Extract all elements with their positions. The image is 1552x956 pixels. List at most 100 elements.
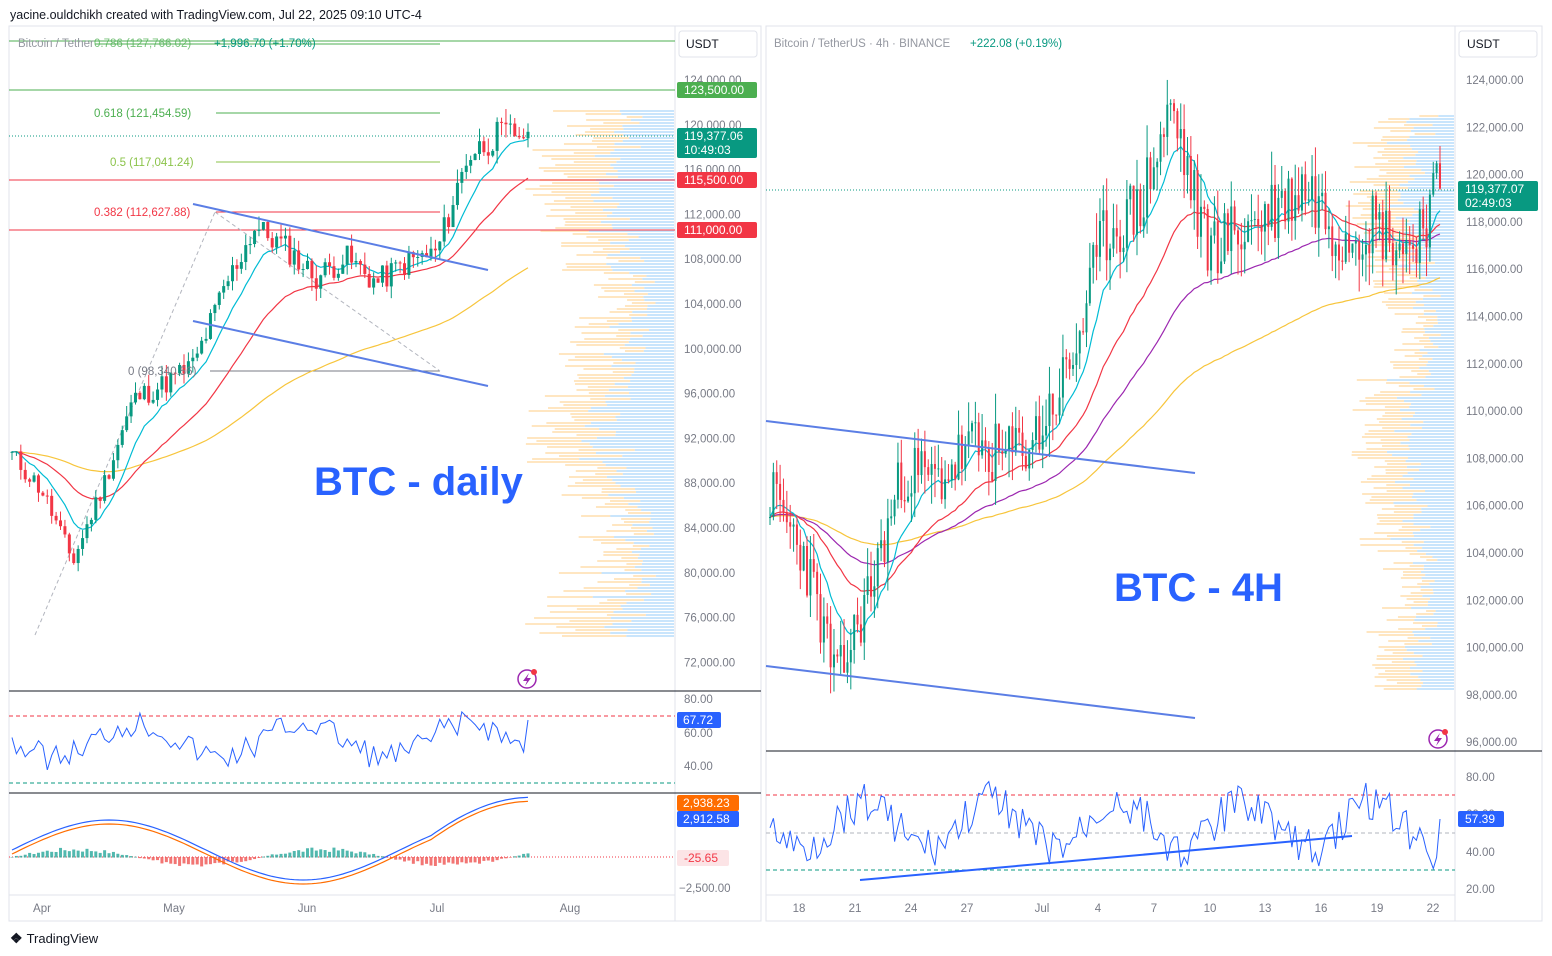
right-candle-body — [893, 499, 896, 517]
right-volume-profile-bar — [1423, 568, 1454, 570]
left-volume-profile-bar — [626, 467, 674, 469]
left-price-axis-tick: 92,000.00 — [684, 433, 735, 445]
left-price-axis[interactable]: 124,000.00120,000.00116,000.00112,000.00… — [684, 75, 742, 669]
right-candle-body — [974, 422, 977, 424]
left-volume-profile-bar — [558, 353, 604, 355]
right-candle-body — [1088, 267, 1091, 304]
right-volume-profile-bar — [1425, 574, 1454, 576]
left-big-label: BTC - daily — [314, 460, 524, 504]
left-candle-body — [253, 230, 257, 245]
left-volume-profile-bar — [547, 596, 593, 598]
right-volume-profile-bar — [1418, 358, 1433, 360]
right-price-axis-tick: 114,000.00 — [1466, 312, 1523, 324]
left-candle-body — [323, 262, 327, 276]
macd-histogram-bar — [354, 853, 358, 858]
left-volume-profile-bar — [579, 458, 674, 460]
right-change: +222.08 (+0.19%) — [970, 38, 1062, 50]
right-volume-profile-bar — [1366, 178, 1415, 180]
right-price-axis[interactable]: 124,000.00 122,000.00 120,000.00 118,000.00… — [1466, 75, 1524, 749]
macd-histogram-bar — [385, 857, 389, 858]
left-volume-profile-bar — [641, 563, 674, 565]
right-currency-button[interactable]: USDT — [1458, 30, 1538, 58]
left-volume-profile-bar — [627, 629, 674, 631]
left-currency-button[interactable]: USDT — [678, 30, 758, 58]
left-volume-profile-bar — [616, 419, 674, 421]
left-volume-profile-bar — [624, 245, 674, 247]
left-candle-body — [394, 262, 398, 264]
right-price-axis-tick: 116,000.00 — [1466, 264, 1523, 276]
left-volume-profile-bar — [610, 617, 674, 619]
left-volume-profile-bar — [576, 344, 625, 346]
left-candle-body — [407, 252, 411, 275]
right-volume-profile-bar — [1401, 526, 1431, 528]
left-volume-profile-bar — [574, 326, 610, 328]
right-volume-profile-bar — [1399, 376, 1426, 378]
right-volume-profile-bar — [1410, 391, 1454, 393]
right-volume-profile-bar — [1416, 664, 1454, 666]
left-volume-profile-bar — [581, 440, 674, 442]
right-trendlines — [765, 189, 1455, 719]
right-candle-body — [1173, 103, 1176, 112]
left-volume-profile-bar — [629, 314, 648, 316]
left-volume-profile-bar — [637, 557, 674, 559]
left-volume-profile-bar — [593, 200, 674, 202]
right-bolt-icon[interactable] — [1428, 729, 1448, 749]
left-candle-body — [169, 372, 173, 393]
right-volume-profile-bar — [1412, 415, 1454, 417]
right-volume-profile-bar — [1408, 268, 1454, 270]
right-volume-profile-bar — [1432, 289, 1454, 291]
right-candle-body — [1344, 233, 1347, 262]
left-volume-profile-bar — [633, 275, 647, 277]
macd-histogram-bar — [23, 854, 27, 858]
right-volume-profile-bar — [1416, 253, 1454, 255]
left-volume-profile-bar — [622, 608, 674, 610]
right-volume-profile-bar — [1408, 256, 1454, 258]
left-candle-body — [107, 475, 111, 479]
right-volume-profile-bar — [1371, 475, 1403, 477]
left-bolt-icon[interactable] — [517, 669, 537, 689]
right-volume-profile-bar — [1422, 355, 1454, 357]
macd-histogram-bar — [204, 857, 208, 865]
right-candle-body — [1024, 455, 1027, 469]
tradingview-footer[interactable]: ❖ TradingView — [10, 930, 98, 947]
left-volume-profile-bar — [538, 167, 614, 169]
right-time-axis-tick: 7 — [1151, 903, 1157, 915]
left-volume-profile-bar — [569, 620, 632, 622]
left-volume-profile-bar — [618, 323, 674, 325]
right-candle-body — [853, 614, 856, 650]
right-candle-body — [1152, 167, 1155, 190]
left-time-axis[interactable]: Apr May Jun Jul Aug — [33, 903, 580, 915]
left-candle-body — [81, 538, 85, 549]
right-volume-profile-bar — [1423, 325, 1434, 327]
left-volume-profile-bar — [613, 611, 674, 613]
left-candle-body — [301, 269, 305, 271]
right-volume-profile-bar — [1411, 607, 1454, 609]
left-rsi-axis-80: 80.00 — [684, 694, 713, 706]
macd-histogram-bar — [120, 854, 124, 858]
right-time-axis-tick: 24 — [905, 903, 918, 915]
right-candle-body — [1092, 244, 1095, 268]
right-candle-body — [1314, 176, 1317, 228]
right-volume-profile-bar — [1413, 652, 1454, 654]
right-candle-body — [812, 559, 815, 572]
right-volume-profile-bar — [1405, 460, 1454, 462]
svg-text:57.39: 57.39 — [1465, 812, 1495, 826]
right-volume-profile-bar — [1437, 559, 1454, 561]
right-volume-profile-bar — [1365, 502, 1394, 504]
left-volume-profile-bar — [566, 266, 611, 268]
left-volume-profile-bar — [619, 203, 674, 205]
right-volume-profile-bar — [1407, 181, 1454, 183]
right-time-axis[interactable]: 18 21 24 27 Jul 4 7 10 13 16 19 22 — [793, 903, 1440, 915]
left-time-axis-tick: Jul — [430, 903, 445, 915]
left-volume-profile-bar — [578, 449, 635, 451]
right-volume-profile-bar — [1388, 205, 1454, 207]
macd-histogram-bar — [10, 857, 14, 858]
right-price-axis-tick: 102,000.00 — [1466, 595, 1524, 607]
right-candle-body — [896, 462, 899, 500]
right-candle-body — [1135, 189, 1138, 235]
right-candle-body — [1105, 210, 1108, 261]
right-candle-body — [1236, 230, 1239, 245]
left-time-axis-tick: Jun — [298, 903, 317, 915]
right-candle-body — [1257, 219, 1260, 225]
